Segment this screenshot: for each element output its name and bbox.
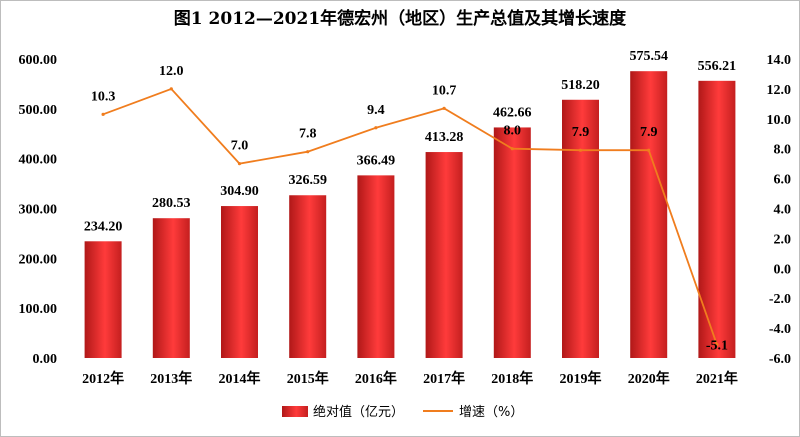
line-point xyxy=(169,87,173,91)
bar xyxy=(493,127,531,358)
line-point xyxy=(101,112,105,116)
bar-value-label: 556.21 xyxy=(698,59,737,74)
bar-series: 234.20 280.53 304.90 326.59 366.49 413.28 462.… xyxy=(84,49,736,358)
line-point xyxy=(306,150,310,154)
right-axis-tick-label: 4.0 xyxy=(774,203,792,218)
line-point xyxy=(578,148,583,152)
line-value-label: 8.0 xyxy=(504,124,522,139)
line-value-label: 9.4 xyxy=(367,103,385,118)
bar xyxy=(357,175,395,358)
x-axis: 2012年 2013年 2014年 2015年 2016年 2017年 2018年 2019年… xyxy=(82,370,738,387)
bar xyxy=(630,71,668,358)
line-value-label: 12.0 xyxy=(159,64,184,79)
x-axis-tick-label: 2017年 xyxy=(423,370,465,387)
bar xyxy=(152,218,190,358)
line-value-label: 10.3 xyxy=(91,89,116,104)
bar xyxy=(698,80,736,358)
left-axis-tick-label: 100.00 xyxy=(19,302,58,317)
bar xyxy=(221,206,258,358)
right-axis-tick-label: 10.0 xyxy=(767,113,792,128)
left-axis-tick-label: 300.00 xyxy=(19,203,58,218)
x-axis-tick-label: 2019年 xyxy=(560,370,602,387)
line-series: 10.3 12.0 7.0 7.8 9.4 10.7 8.0 7.9 7.9 -5.1 xyxy=(91,64,728,354)
x-axis-tick-label: 2021年 xyxy=(696,370,738,387)
left-axis-tick-label: 400.00 xyxy=(19,153,58,168)
bar-value-label: 326.59 xyxy=(288,173,327,188)
line-point xyxy=(374,126,378,130)
right-axis-tick-label: 8.0 xyxy=(774,143,792,158)
bar-value-label: 234.20 xyxy=(84,219,123,234)
right-axis-tick-label: 0.0 xyxy=(774,262,792,277)
line-point xyxy=(510,147,514,151)
line-point xyxy=(715,342,719,347)
legend-line-label: 增速（%） xyxy=(459,405,523,420)
line-value-label: 7.9 xyxy=(640,125,658,140)
growth-line xyxy=(102,87,718,345)
x-axis-tick-label: 2014年 xyxy=(219,370,261,387)
x-axis-tick-label: 2018年 xyxy=(491,370,533,387)
bar-value-label: 462.66 xyxy=(493,105,532,120)
line-value-label: 7.9 xyxy=(572,125,590,140)
legend-bar-swatch xyxy=(282,406,308,417)
chart-title: 图1 2012—2021年德宏州（地区）生产总值及其增长速度 xyxy=(174,8,627,29)
bar xyxy=(289,195,327,358)
bar xyxy=(562,99,599,358)
legend: 绝对值（亿元） 增速（%） xyxy=(282,404,523,420)
right-axis-tick-label: 6.0 xyxy=(774,173,792,188)
bar-value-label: 413.28 xyxy=(425,130,464,145)
bar-value-label: 304.90 xyxy=(220,184,259,199)
line-value-label: 7.0 xyxy=(231,139,249,154)
line-point xyxy=(237,162,242,166)
bar xyxy=(84,241,122,358)
left-axis: 0.00 100.00 200.00 300.00 400.00 500.00 600.00 xyxy=(19,53,58,367)
x-axis-tick-label: 2015年 xyxy=(287,370,329,387)
right-axis-tick-label: 12.0 xyxy=(767,83,792,98)
left-axis-tick-label: 500.00 xyxy=(19,103,58,118)
left-axis-tick-label: 0.00 xyxy=(33,352,58,367)
right-axis: -6.0 -4.0 -2.0 0.0 2.0 4.0 6.0 8.0 10.0 12.0 14.0 xyxy=(767,53,792,367)
bar-value-label: 575.54 xyxy=(629,49,668,64)
x-axis-tick-label: 2016年 xyxy=(355,370,397,387)
line-point xyxy=(647,148,651,152)
line-value-label: 7.8 xyxy=(299,127,317,142)
line-point xyxy=(442,106,446,110)
right-axis-tick-label: -6.0 xyxy=(769,352,791,367)
x-axis-tick-label: 2020年 xyxy=(628,370,670,387)
line-value-label: -5.1 xyxy=(706,339,728,354)
right-axis-tick-label: 14.0 xyxy=(767,53,792,68)
bar-value-label: 280.53 xyxy=(152,196,191,211)
right-axis-tick-label: -2.0 xyxy=(769,292,791,307)
x-axis-tick-label: 2012年 xyxy=(82,370,124,387)
x-axis-tick-label: 2013年 xyxy=(150,370,192,387)
bar-value-label: 518.20 xyxy=(561,78,600,93)
right-axis-tick-label: 2.0 xyxy=(774,232,792,247)
line-value-label: 10.7 xyxy=(432,83,457,98)
left-axis-tick-label: 600.00 xyxy=(19,53,58,68)
right-axis-tick-label: -4.0 xyxy=(769,322,791,337)
bar-value-label: 366.49 xyxy=(357,153,396,168)
legend-bar-label: 绝对值（亿元） xyxy=(313,404,404,420)
left-axis-tick-label: 200.00 xyxy=(19,252,58,267)
bar xyxy=(425,152,463,358)
